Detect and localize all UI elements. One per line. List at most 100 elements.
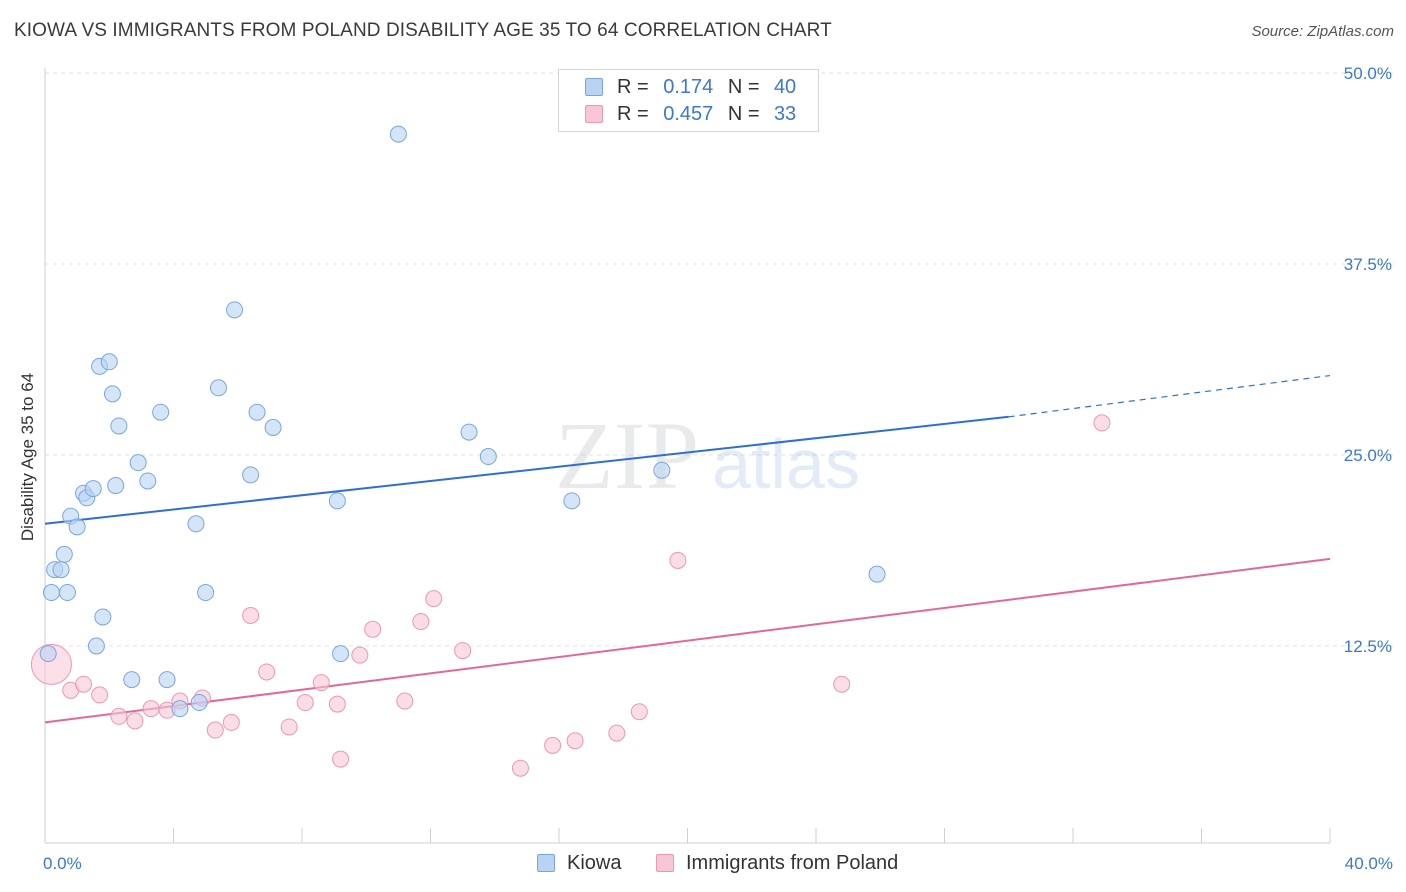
data-point-kiowa — [68, 518, 86, 536]
data-point-poland — [608, 724, 626, 742]
data-point-kiowa — [187, 515, 205, 533]
data-point-poland — [206, 721, 224, 739]
legend-n-value-kiowa: 40 — [773, 76, 797, 98]
data-point-kiowa — [84, 480, 102, 498]
data-point-poland — [75, 675, 93, 693]
legend-r-label: R = — [617, 103, 649, 125]
data-point-poland — [454, 642, 472, 660]
chart-title: KIOWA VS IMMIGRANTS FROM POLAND DISABILI… — [14, 20, 832, 41]
data-point-poland — [412, 613, 430, 631]
trendline-kiowa-extension — [1008, 374, 1331, 418]
data-point-kiowa — [868, 565, 886, 583]
data-point-poland — [566, 732, 584, 750]
data-point-kiowa — [389, 125, 407, 143]
data-point-poland — [280, 718, 298, 736]
y-tick-label: 25.0% — [1344, 446, 1392, 465]
data-point-poland — [91, 686, 109, 704]
data-point-poland — [396, 692, 414, 710]
legend-swatch-poland — [585, 105, 603, 123]
y-tick-label: 12.5% — [1344, 637, 1392, 656]
data-point-kiowa — [55, 545, 73, 563]
data-point-poland — [242, 606, 260, 624]
watermark-zip: ZIP — [555, 402, 699, 509]
y-tick-label: 50.0% — [1344, 64, 1392, 83]
x-tick-label: 40.0% — [1345, 854, 1393, 873]
data-point-poland — [511, 759, 529, 777]
data-point-poland — [1093, 414, 1111, 432]
legend: R = 0.174 N = 40 R = 0.457 N = 33 — [558, 69, 819, 132]
data-point-poland — [258, 663, 276, 681]
data-point-kiowa — [100, 353, 118, 371]
legend-n-value-poland: 33 — [773, 103, 797, 125]
data-point-poland — [110, 707, 128, 725]
data-point-kiowa — [42, 584, 60, 602]
data-point-kiowa — [190, 694, 208, 712]
bottom-legend-label-kiowa: Kiowa — [567, 852, 622, 874]
data-point-poland — [351, 646, 369, 664]
data-point-poland — [296, 694, 314, 712]
data-point-poland — [332, 750, 350, 768]
data-point-kiowa — [479, 448, 497, 466]
data-point-kiowa — [107, 477, 125, 495]
data-point-kiowa — [197, 584, 215, 602]
watermark: ZIP atlas — [555, 402, 860, 509]
data-point-poland — [126, 712, 144, 730]
data-point-kiowa — [171, 700, 189, 718]
data-point-kiowa — [158, 671, 176, 689]
data-point-kiowa — [139, 472, 157, 490]
data-point-kiowa — [110, 417, 128, 435]
data-point-kiowa — [209, 379, 227, 397]
data-point-poland — [364, 620, 382, 638]
data-point-kiowa — [248, 403, 266, 421]
bottom-legend-label-poland: Immigrants from Poland — [686, 852, 899, 874]
data-point-poland — [630, 703, 648, 721]
data-point-kiowa — [129, 454, 147, 472]
data-point-kiowa — [103, 385, 121, 403]
source-note: Source: ZipAtlas.com — [1251, 23, 1394, 40]
data-point-kiowa — [152, 403, 170, 421]
data-point-poland — [142, 700, 160, 718]
data-point-poland — [222, 713, 240, 731]
x-tick-label: 0.0% — [43, 854, 82, 873]
gridlines — [45, 72, 1393, 647]
data-point-kiowa — [264, 418, 282, 436]
bottom-legend: Kiowa Immigrants from Poland — [0, 852, 1406, 878]
trendline-poland — [44, 557, 1331, 724]
data-point-kiowa — [328, 492, 346, 510]
bottom-legend-swatch-poland — [656, 854, 674, 872]
legend-n-label: N = — [727, 103, 760, 125]
trendline-kiowa — [44, 415, 1009, 525]
trendlines — [44, 374, 1331, 724]
data-point-kiowa — [87, 637, 105, 655]
data-point-poland — [669, 551, 687, 569]
tick-labels: 12.5% 25.0% 37.5% 50.0% 0.0% 40.0% — [43, 64, 1393, 873]
legend-r-label: R = — [617, 76, 649, 98]
data-point-kiowa — [653, 461, 671, 479]
legend-swatch-kiowa — [585, 78, 603, 96]
data-point-poland — [328, 695, 346, 713]
data-point-poland — [312, 674, 330, 692]
data-point-kiowa — [94, 608, 112, 626]
data-point-poland — [425, 590, 443, 608]
watermark-atlas: atlas — [712, 425, 860, 503]
data-points — [30, 125, 1111, 777]
bottom-legend-swatch-kiowa — [537, 854, 555, 872]
data-point-kiowa — [332, 645, 350, 663]
data-point-kiowa — [39, 645, 57, 663]
legend-r-value-poland: 0.457 — [663, 103, 714, 125]
data-point-poland — [544, 736, 562, 754]
y-tick-label: 37.5% — [1344, 255, 1392, 274]
legend-r-value-kiowa: 0.174 — [663, 76, 714, 98]
legend-n-label: N = — [727, 76, 760, 98]
axes — [44, 68, 1331, 844]
y-axis-label: Disability Age 35 to 64 — [18, 373, 37, 541]
data-point-kiowa — [123, 671, 141, 689]
data-point-kiowa — [226, 301, 244, 319]
data-point-poland — [833, 675, 851, 693]
data-point-kiowa — [563, 492, 581, 510]
data-point-kiowa — [242, 466, 260, 484]
data-point-kiowa — [52, 561, 70, 579]
data-point-kiowa — [58, 584, 76, 602]
data-point-kiowa — [460, 423, 478, 441]
